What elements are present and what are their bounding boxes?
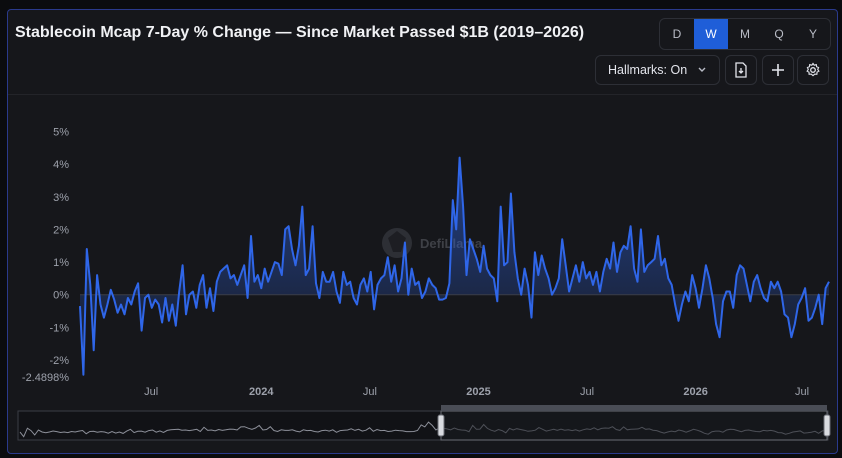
x-axis: Jul 2024 Jul 2025 Jul 2026 Jul bbox=[144, 386, 809, 398]
y-min-label: -2.4898% bbox=[22, 372, 69, 384]
x-tick-label: Jul bbox=[144, 386, 158, 398]
brush-drag-bar[interactable] bbox=[441, 405, 827, 411]
y-tick-label: 1% bbox=[53, 257, 69, 269]
series-line bbox=[79, 156, 830, 376]
chart-title: Stablecoin Mcap 7-Day % Change — Since M… bbox=[15, 24, 585, 41]
plus-icon bbox=[772, 64, 784, 76]
x-tick-label: Jul bbox=[580, 386, 594, 398]
period-button-yearly[interactable]: Y bbox=[808, 27, 817, 41]
add-button[interactable] bbox=[762, 55, 794, 85]
x-tick-label: 2026 bbox=[683, 386, 707, 398]
chevron-down-icon bbox=[697, 56, 707, 96]
brush-handle-right[interactable] bbox=[823, 414, 831, 437]
brush-selection[interactable] bbox=[440, 410, 828, 441]
download-csv-icon bbox=[735, 62, 747, 78]
period-button-weekly[interactable]: W bbox=[694, 19, 728, 49]
y-tick-label: -2% bbox=[49, 355, 69, 367]
y-tick-label: 3% bbox=[53, 192, 69, 204]
x-tick-label: 2024 bbox=[249, 386, 274, 398]
area-fill bbox=[80, 157, 829, 375]
y-tick-label: -1% bbox=[49, 322, 69, 334]
y-tick-label: 5% bbox=[53, 127, 69, 139]
y-tick-label: 2% bbox=[53, 224, 69, 236]
chart-header: Stablecoin Mcap 7-Day % Change — Since M… bbox=[8, 10, 837, 95]
x-tick-label: 2025 bbox=[466, 386, 490, 398]
brush-handle-left[interactable] bbox=[437, 414, 445, 437]
period-selector: D W M Q Y bbox=[659, 18, 831, 50]
chart-card: Stablecoin Mcap 7-Day % Change — Since M… bbox=[7, 9, 838, 454]
download-csv-button[interactable] bbox=[725, 55, 757, 85]
hallmarks-label: Hallmarks: On bbox=[608, 63, 688, 77]
y-axis: 5% 4% 3% 2% 1% 0% -1% -2% -2.4898% bbox=[22, 127, 69, 385]
y-tick-label: 0% bbox=[53, 290, 69, 302]
settings-button[interactable] bbox=[797, 55, 829, 85]
range-brush[interactable] bbox=[17, 405, 831, 441]
hallmarks-dropdown[interactable]: Hallmarks: On bbox=[595, 55, 720, 85]
y-tick-label: 4% bbox=[53, 159, 69, 171]
period-button-quarterly[interactable]: Q bbox=[774, 27, 784, 41]
x-tick-label: Jul bbox=[363, 386, 377, 398]
x-tick-label: Jul bbox=[795, 386, 809, 398]
period-button-monthly[interactable]: M bbox=[740, 27, 750, 41]
period-button-daily[interactable]: D bbox=[672, 27, 682, 41]
gear-icon bbox=[806, 62, 820, 77]
